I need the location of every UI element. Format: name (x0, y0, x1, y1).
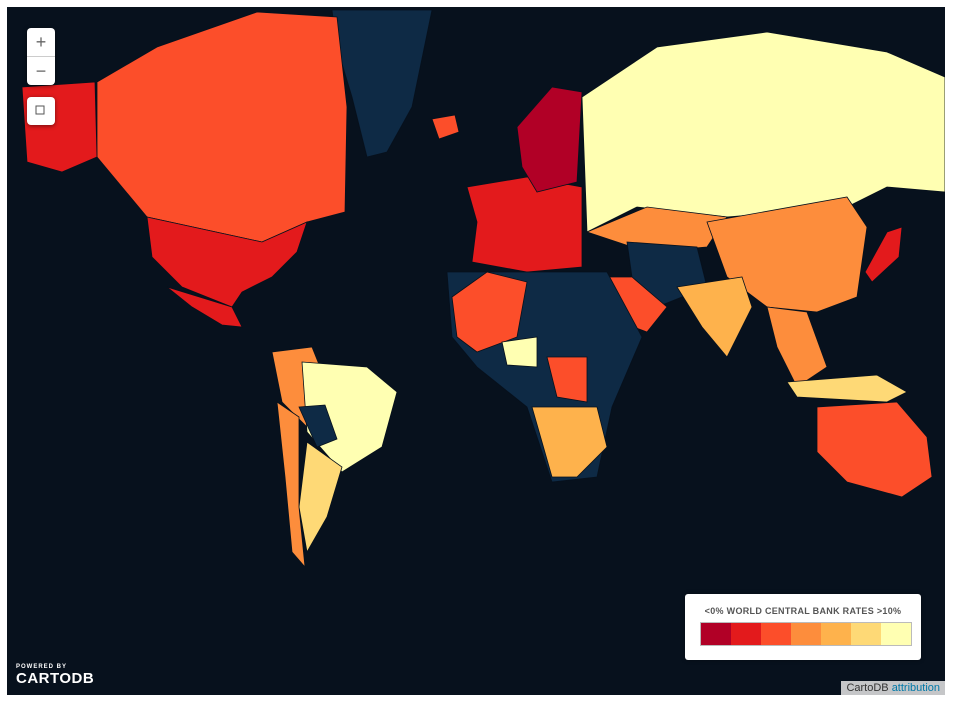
legend-swatch (791, 623, 821, 645)
legend-scale (700, 622, 912, 646)
logo[interactable]: CARTODB (16, 670, 95, 687)
legend-max-label: >10% (876, 606, 902, 616)
zoom-control: + − (27, 28, 55, 85)
branding: POWERED BY CARTODB (16, 664, 94, 687)
legend-swatch (731, 623, 761, 645)
attribution: CartoDB attribution (841, 681, 945, 695)
legend-title-row: <0% WORLD CENTRAL BANK RATES >10% (685, 606, 921, 616)
attribution-link[interactable]: attribution (891, 682, 940, 694)
fullscreen-icon (35, 105, 45, 115)
legend-min-label: <0% (704, 606, 724, 616)
legend-swatch (761, 623, 791, 645)
legend-swatch (701, 623, 731, 645)
legend-swatch (821, 623, 851, 645)
legend-swatch (881, 623, 911, 645)
legend: <0% WORLD CENTRAL BANK RATES >10% (685, 594, 921, 660)
attribution-source: CartoDB (846, 682, 889, 694)
legend-swatch (851, 623, 881, 645)
zoom-out-button[interactable]: − (27, 56, 55, 85)
map-canvas (21, 9, 945, 569)
map[interactable]: + − <0% WORLD CENTRAL BANK RATES >10% PO… (7, 7, 945, 695)
powered-by: POWERED BY (16, 664, 68, 670)
legend-title: WORLD CENTRAL BANK RATES (726, 606, 875, 616)
zoom-in-button[interactable]: + (35, 32, 47, 52)
fullscreen-button[interactable] (27, 97, 55, 125)
land (21, 9, 945, 569)
